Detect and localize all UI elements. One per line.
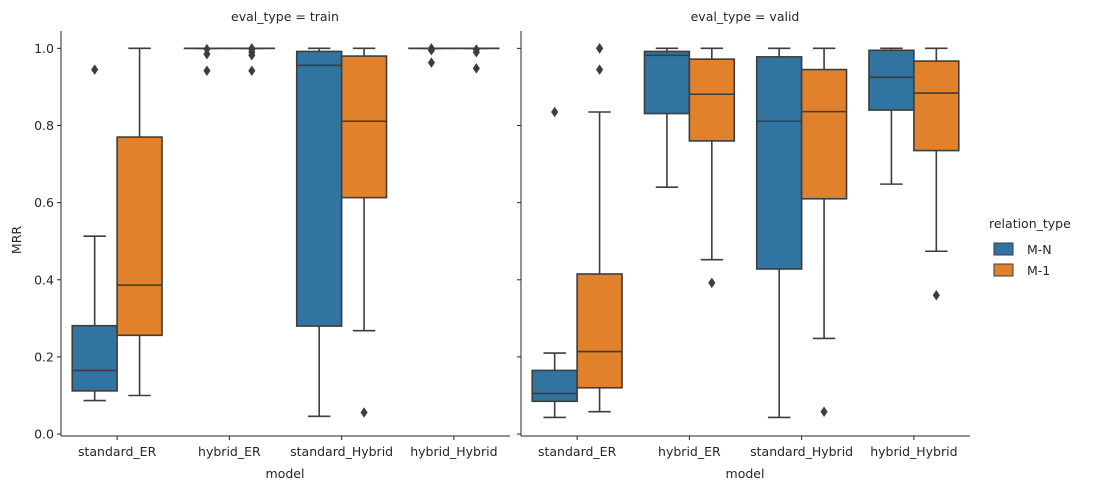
outlier-point [91,64,99,75]
legend-label: M-1 [1027,263,1050,278]
x-tick-label: standard_Hybrid [290,444,393,459]
x-tick-label: hybrid_Hybrid [870,444,957,459]
x-tick-label: hybrid_ER [658,444,721,459]
outlier-point [551,106,559,118]
x-tick-label: hybrid_Hybrid [410,444,497,459]
legend-title: relation_type [989,216,1071,231]
box-hybrid_ER-M-1 [688,47,736,289]
x-tick-label: standard_ER [538,444,617,459]
box-iqr [643,50,691,115]
outlier-point [472,44,480,55]
box-standard_ER-M-1 [116,47,163,397]
box-standard_Hybrid-M-N [295,47,343,418]
outlier-point [203,43,211,55]
box-hybrid_ER-M-1 [228,43,276,76]
box-iqr [116,136,163,337]
box-standard_Hybrid-M-1 [340,47,388,418]
box-iqr [868,49,915,111]
legend-swatch [993,242,1014,256]
outlier-point [708,277,716,289]
outlier-point [596,43,604,54]
y-tick-label: 0.2 [34,349,54,364]
outlier-point [248,43,256,54]
box-iqr [531,369,578,403]
legend-label: M-N [1027,242,1052,257]
box-hybrid_ER-M-N [643,47,691,189]
box-hybrid_Hybrid-M-1 [913,47,960,301]
outlier-point [820,406,828,417]
outlier-point [248,65,256,76]
box-iqr [688,58,736,142]
legend: relation_type M-N M-1 [989,216,1071,278]
outlier-point [472,63,480,74]
x-tick-label: standard_ER [78,444,157,459]
box-iqr [576,273,623,389]
box-iqr [800,68,848,200]
outlier-point [203,65,211,76]
x-axis-label-train: model [266,466,305,481]
box-standard_Hybrid-M-N [755,47,803,419]
box-standard_Hybrid-M-1 [800,47,848,417]
y-tick-label: 0.8 [34,118,54,133]
box-standard_ER-M-1 [576,43,623,413]
y-tick-label: 0.6 [34,195,54,210]
x-tick-label: hybrid_ER [198,444,261,459]
panel-title-train: eval_type = train [231,9,339,24]
panel-valid: eval_type = valid standard_ER hybrid_ER st… [517,9,970,459]
panel-train: eval_type = train 0.0 0.2 0.4 0.6 0.8 1.0 stan… [34,9,510,459]
y-tick-label: 1.0 [34,41,54,56]
box-hybrid_Hybrid-M-N [408,43,455,68]
legend-swatch [993,263,1014,277]
outlier-point [427,57,435,68]
box-iqr [913,60,960,152]
x-tick-label: standard_Hybrid [750,444,853,459]
box-hybrid_Hybrid-M-N [868,47,915,185]
box-iqr [755,56,803,270]
box-standard_ER-M-N [71,64,118,402]
box-iqr [295,50,343,327]
x-axis-label-valid: model [726,466,765,481]
panel-title-valid: eval_type = valid [691,9,800,24]
box-iqr [71,324,118,392]
y-axis-label: MRR [9,226,24,254]
y-tick-label: 0.4 [34,272,54,287]
box-hybrid_ER-M-N [183,43,231,76]
outlier-point [360,407,368,418]
outlier-point [932,289,940,301]
y-tick-label: 0.0 [34,427,54,442]
box-hybrid_Hybrid-M-1 [453,44,500,74]
outlier-point [596,64,604,75]
box-standard_ER-M-N [531,106,578,419]
outlier-point [427,43,435,54]
box-iqr [340,55,388,199]
